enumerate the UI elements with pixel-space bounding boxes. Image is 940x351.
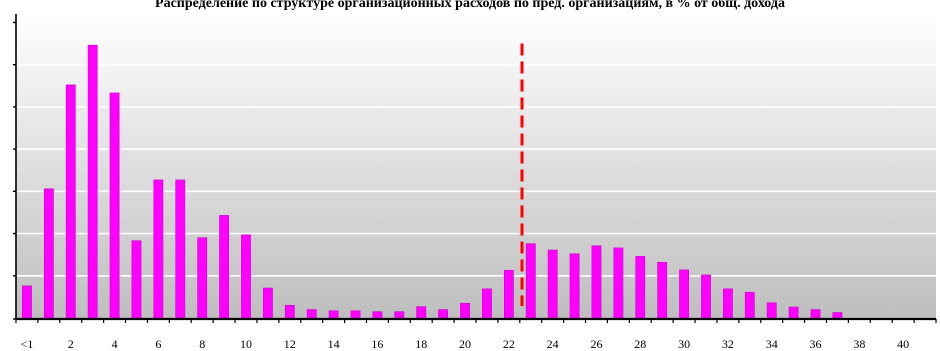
x-tick-label-18: 18 bbox=[415, 337, 427, 351]
bar-12 bbox=[284, 305, 295, 319]
bar-21 bbox=[482, 288, 492, 319]
chart-title: Распределение по структуре организационн… bbox=[155, 0, 785, 11]
bar-36 bbox=[810, 309, 821, 319]
x-tick-label-12: 12 bbox=[284, 337, 296, 351]
x-tick-label-10: 10 bbox=[240, 337, 252, 351]
bar-13 bbox=[306, 309, 317, 319]
x-tick-label-20: 20 bbox=[459, 337, 471, 351]
bar-27 bbox=[613, 247, 624, 319]
bar-34 bbox=[766, 302, 777, 319]
bar-35 bbox=[788, 306, 799, 319]
bar-26 bbox=[591, 245, 602, 319]
bar-1 bbox=[43, 188, 54, 319]
bar-<1 bbox=[22, 285, 32, 319]
bar-9 bbox=[219, 215, 229, 319]
x-tick-label-16: 16 bbox=[371, 337, 383, 351]
bar-5 bbox=[131, 240, 142, 319]
bar-29 bbox=[657, 261, 668, 319]
x-tick-label-2: 2 bbox=[68, 337, 74, 351]
axes bbox=[13, 14, 937, 323]
x-tick-label-32: 32 bbox=[722, 337, 734, 351]
x-tick-label-<1: <1 bbox=[21, 337, 34, 351]
bar-2 bbox=[65, 84, 76, 319]
x-tick-label-34: 34 bbox=[766, 337, 778, 351]
x-tick-label-6: 6 bbox=[155, 337, 161, 351]
bar-8 bbox=[197, 237, 208, 319]
gridlines bbox=[16, 63, 936, 277]
x-tick-label-28: 28 bbox=[634, 337, 646, 351]
x-tick-label-30: 30 bbox=[678, 337, 690, 351]
bar-31 bbox=[701, 274, 711, 319]
x-tick-label-8: 8 bbox=[199, 337, 205, 351]
bar-15 bbox=[350, 310, 361, 319]
bar-37 bbox=[832, 312, 843, 319]
bar-33 bbox=[744, 291, 755, 319]
bar-25 bbox=[569, 253, 580, 319]
bar-32 bbox=[723, 288, 733, 319]
x-tick-labels: <1 2 4 6 8 10 12 14 16 18 20 22 24 26 28 30 32 34 36 38 40 bbox=[21, 337, 910, 351]
bar-16 bbox=[372, 311, 383, 319]
bar-17 bbox=[394, 311, 405, 319]
x-tick-label-26: 26 bbox=[590, 337, 602, 351]
bar-7 bbox=[175, 179, 186, 319]
bar-11 bbox=[263, 287, 273, 319]
x-tick-label-4: 4 bbox=[112, 337, 118, 351]
bar-10 bbox=[241, 234, 251, 319]
bar-20 bbox=[460, 302, 470, 319]
x-tick-label-24: 24 bbox=[547, 337, 559, 351]
bar-18 bbox=[416, 306, 427, 319]
bar-4 bbox=[109, 92, 120, 319]
bar-23 bbox=[525, 243, 536, 319]
x-tick-label-36: 36 bbox=[810, 337, 822, 351]
x-tick-label-22: 22 bbox=[503, 337, 515, 351]
bar-19 bbox=[438, 309, 449, 319]
bar-28 bbox=[635, 256, 646, 319]
bar-22 bbox=[503, 269, 514, 319]
x-tick-label-38: 38 bbox=[853, 337, 865, 351]
bar-14 bbox=[328, 310, 339, 319]
x-tick-label-40: 40 bbox=[897, 337, 909, 351]
bar-6 bbox=[153, 179, 164, 319]
x-tick-label-14: 14 bbox=[328, 337, 340, 351]
bar-3 bbox=[87, 44, 98, 319]
bar-30 bbox=[679, 269, 689, 319]
bar-24 bbox=[547, 249, 558, 319]
